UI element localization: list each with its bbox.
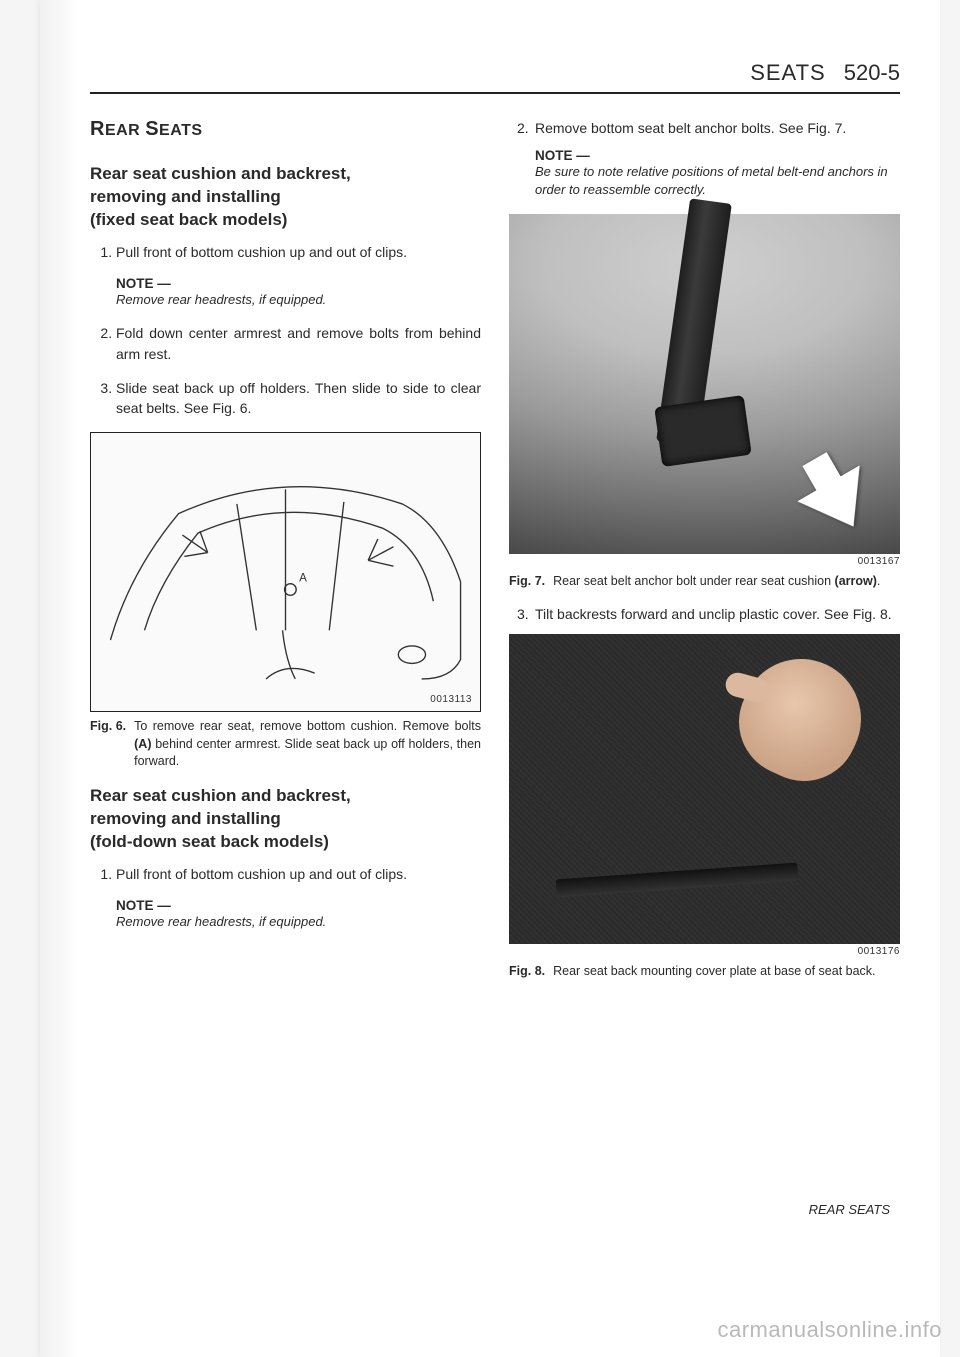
header-section: SEATS bbox=[750, 60, 826, 86]
procedure-1-heading: Rear seat cushion and backrest, removing… bbox=[90, 163, 481, 232]
figure-7: 0013167 Fig. 7. Rear seat belt anchor bo… bbox=[509, 214, 900, 591]
figure-6-id: 0013113 bbox=[430, 694, 472, 705]
svg-text:A: A bbox=[299, 572, 307, 585]
figure-8-id: 0013176 bbox=[509, 946, 900, 957]
belt-buckle-icon bbox=[654, 395, 751, 467]
section-title-rear-seats: REAR SEATS bbox=[90, 118, 481, 141]
figure-8-image bbox=[509, 634, 900, 944]
procedure-2-steps: Pull front of bottom cushion up and out … bbox=[90, 864, 481, 884]
p2-step-1: Pull front of bottom cushion up and out … bbox=[116, 864, 481, 884]
plastic-cover-icon bbox=[556, 862, 799, 897]
p2-step-3: 3.Tilt backrests forward and unclip plas… bbox=[509, 604, 900, 624]
note-text: Be sure to note relative positions of me… bbox=[535, 163, 900, 199]
note-label: NOTE — bbox=[116, 898, 481, 913]
figure-6-image: A 0013113 bbox=[90, 432, 481, 712]
figure-7-caption: Fig. 7. Rear seat belt anchor bolt under… bbox=[509, 573, 900, 591]
note-text: Remove rear headrests, if equipped. bbox=[116, 291, 481, 309]
left-column: REAR SEATS Rear seat cushion and backres… bbox=[90, 118, 481, 995]
figure-7-id: 0013167 bbox=[509, 556, 900, 567]
step-3: Slide seat back up off holders. Then sli… bbox=[116, 378, 481, 419]
figure-8-caption: Fig. 8. Rear seat back mounting cover pl… bbox=[509, 963, 900, 981]
manual-page: SEATS 520-5 REAR SEATS Rear seat cushion… bbox=[40, 0, 940, 1357]
hand-icon bbox=[721, 640, 880, 799]
figure-7-image bbox=[509, 214, 900, 554]
note-block-2: NOTE — Remove rear headrests, if equippe… bbox=[116, 898, 481, 931]
note-block-1: NOTE — Remove rear headrests, if equippe… bbox=[116, 276, 481, 309]
footer-section-label: REAR SEATS bbox=[809, 1202, 890, 1217]
figure-6: A 0013113 Fig. 6. To remove rear seat, r… bbox=[90, 432, 481, 771]
step-1: Pull front of bottom cushion up and out … bbox=[116, 242, 481, 262]
procedure-2-heading: Rear seat cushion and backrest, removing… bbox=[90, 785, 481, 854]
step-2: Fold down center armrest and remove bolt… bbox=[116, 323, 481, 364]
watermark-text: carmanualsonline.info bbox=[717, 1317, 942, 1343]
two-column-layout: REAR SEATS Rear seat cushion and backres… bbox=[90, 118, 900, 995]
page-header: SEATS 520-5 bbox=[90, 60, 900, 94]
procedure-1-steps: Pull front of bottom cushion up and out … bbox=[90, 242, 481, 262]
note-text: Remove rear headrests, if equipped. bbox=[116, 913, 481, 931]
seat-line-drawing-icon: A bbox=[91, 433, 480, 711]
header-page-number: 520-5 bbox=[844, 60, 900, 86]
note-block-right: NOTE — Be sure to note relative position… bbox=[535, 148, 900, 199]
right-column: 2.Remove bottom seat belt anchor bolts. … bbox=[509, 118, 900, 995]
p2-step-2: 2.Remove bottom seat belt anchor bolts. … bbox=[509, 118, 900, 138]
arrow-icon bbox=[797, 465, 884, 544]
figure-8: 0013176 Fig. 8. Rear seat back mounting … bbox=[509, 634, 900, 981]
procedure-1-steps-cont: Fold down center armrest and remove bolt… bbox=[90, 323, 481, 418]
note-label: NOTE — bbox=[116, 276, 481, 291]
figure-6-caption: Fig. 6. To remove rear seat, remove bott… bbox=[90, 718, 481, 771]
note-label: NOTE — bbox=[535, 148, 900, 163]
